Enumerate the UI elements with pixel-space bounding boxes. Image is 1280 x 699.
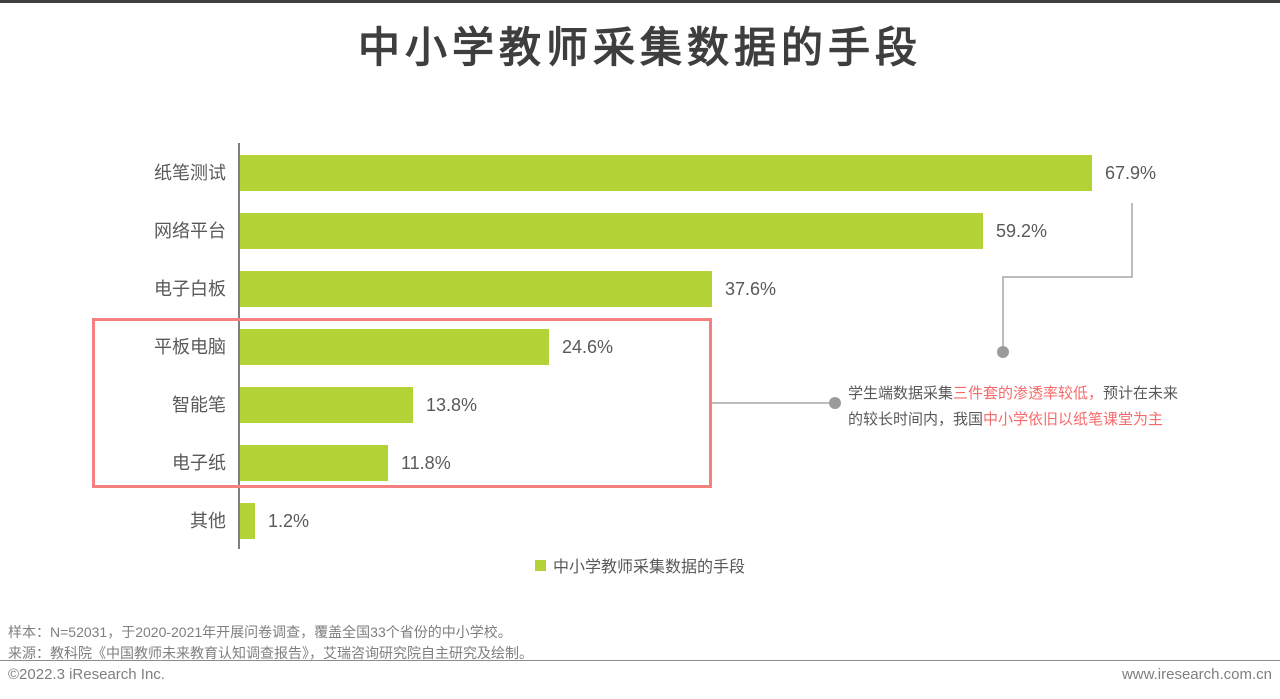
category-label: 网络平台 [154, 221, 226, 241]
highlight-box [92, 318, 712, 488]
bar [240, 445, 388, 481]
connector-dot-top [997, 346, 1009, 358]
category-label: 平板电脑 [154, 337, 226, 357]
annotation-segment: 学生端数据采集 [848, 385, 954, 402]
category-label: 智能笔 [172, 395, 226, 415]
bar [240, 271, 712, 307]
annotation-line: 的较长时间内，我国中小学依旧以纸笔课堂为主 [848, 407, 1193, 433]
bar [240, 213, 983, 249]
value-label: 13.8% [426, 395, 478, 415]
page-title: 中小学教师采集数据的手段 [357, 24, 922, 71]
footer-divider [0, 660, 1280, 661]
value-label: 37.6% [725, 279, 777, 299]
annotation-text: 学生端数据采集三件套的渗透率较低，预计在未来 的较长时间内，我国中小学依旧以纸笔课… [848, 381, 1193, 433]
category-label: 纸笔测试 [154, 163, 226, 183]
bar [240, 387, 413, 423]
website-url: www.iresearch.com.cn [1121, 666, 1272, 683]
top-border-strip [0, 0, 1280, 3]
value-label: 11.8% [401, 453, 451, 473]
annotation-segment: 的较长时间内，我国 [848, 411, 984, 428]
source-note: 来源：教科院《中国教师未来教育认知调查报告》，艾瑞咨询研究院自主研究及绘制。 [8, 645, 533, 661]
legend-swatch [534, 559, 546, 571]
legend: 中小学教师采集数据的手段 [0, 553, 1280, 577]
bar [240, 503, 255, 539]
bar [240, 155, 1092, 191]
value-label: 1.2% [268, 511, 310, 531]
annotation-segment: 三件套的渗透率较低， [953, 385, 1104, 402]
sample-note: 样本：N=52031，于2020-2021年开展问卷调查，覆盖全国33个省份的中… [8, 624, 512, 640]
y-axis-line [238, 143, 240, 549]
connector-dot-box [829, 397, 841, 409]
copyright-text: ©2022.3 iResearch Inc. [8, 666, 165, 683]
value-label: 67.9% [1105, 163, 1157, 183]
category-label: 电子白板 [154, 279, 226, 299]
category-label: 其他 [190, 511, 226, 531]
annotation-line: 学生端数据采集三件套的渗透率较低，预计在未来 [848, 381, 1193, 407]
bar [240, 329, 549, 365]
annotation-segment: 预计在未来 [1103, 385, 1179, 402]
annotation-segment: 中小学依旧以纸笔课堂为主 [983, 411, 1164, 428]
value-label: 24.6% [562, 337, 614, 357]
value-label: 59.2% [996, 221, 1048, 241]
footer-bottom-row: ©2022.3 iResearch Inc. www.iresearch.com… [8, 666, 1272, 683]
legend-label: 中小学教师采集数据的手段 [552, 559, 745, 576]
category-label: 电子纸 [172, 453, 226, 473]
